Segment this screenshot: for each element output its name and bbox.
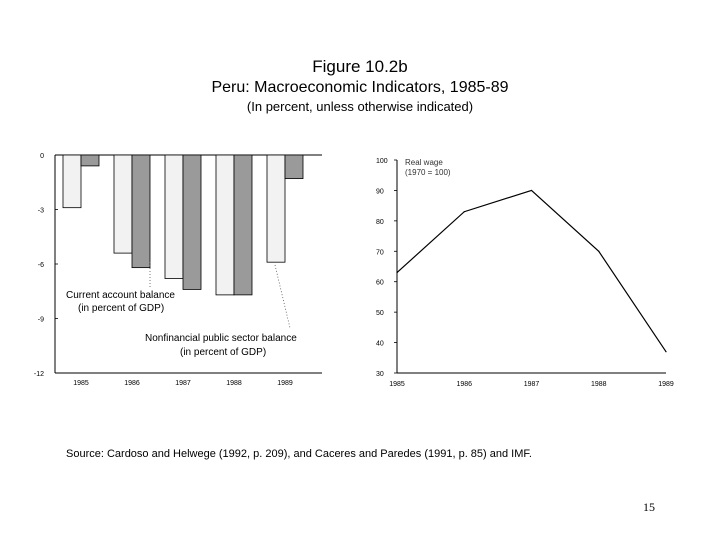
line-y-tick-label: 100 [376,158,388,165]
bar-y-tick-label: -9 [38,317,44,324]
source-note: Source: Cardoso and Helwege (1992, p. 20… [66,448,532,460]
bar-y-tick-label: -6 [38,262,44,269]
nonfinancial-bar [182,154,202,290]
bar-x-tick-label: 1988 [226,380,242,387]
bar-y-tick-label: -3 [38,208,44,215]
line-y-tick-label: 50 [376,310,384,317]
current-account-bar [62,154,82,209]
real-wage-legend-line2: (1970 = 100) [405,168,451,177]
real-wage-point [463,211,465,213]
real-wage-legend-line1: Real wage [405,158,443,167]
nonfinancial-label-line1: Nonfinancial public sector balance [145,333,297,344]
line-x-tick-label: 1987 [524,381,540,388]
bar-y-ticks: 0 -3 -6 -9 -12 [34,153,58,378]
bar-y-tick-label: 0 [40,153,44,160]
real-wage-point [598,250,600,252]
bar-x-ticks: 1985 1986 1987 1988 1989 [73,380,293,387]
bar-x-tick-label: 1985 [73,380,89,387]
line-x-tick-label: 1986 [456,381,472,388]
page-number: 15 [643,500,655,514]
current-account-bar [266,154,286,263]
line-x-tick-label: 1988 [591,381,607,388]
line-y-tick-label: 60 [376,280,384,287]
line-y-tick-label: 40 [376,341,384,348]
nonfinancial-label-line2: (in percent of GDP) [180,347,266,358]
real-wage-point [665,351,667,353]
figure-subtitle: Peru: Macroeconomic Indicators, 1985-89 [211,79,509,96]
bar-marks [62,154,304,296]
line-y-ticks: 100 90 80 70 60 50 40 30 [376,158,397,378]
nonfinancial-bar [80,154,100,167]
line-x-ticks: 1985 1986 1987 1988 1989 [389,381,674,388]
nonfinancial-bar [131,154,151,269]
nonfinancial-bar [284,154,304,180]
line-y-tick-label: 30 [376,371,384,378]
line-y-tick-label: 70 [376,249,384,256]
real-wage-point [396,271,398,274]
figure-note: (In percent, unless otherwise indicated) [246,99,474,114]
real-wage-line [396,189,667,353]
figure-title: Figure 10.2b [312,57,408,76]
current-account-label-line1: Current account balance [66,290,175,301]
line-chart-axes [396,160,666,374]
real-wage-point [530,189,533,192]
line-x-tick-label: 1989 [658,381,674,388]
bar-x-tick-label: 1989 [277,380,293,387]
current-account-label-line2: (in percent of GDP) [78,303,164,314]
line-y-tick-label: 80 [376,219,384,226]
bar-x-tick-label: 1986 [124,380,140,387]
line-x-tick-label: 1985 [389,381,405,388]
line-marks [396,189,667,353]
line-y-tick-label: 90 [376,188,384,195]
bar-x-tick-label: 1987 [175,380,191,387]
bar-y-tick-label: -12 [34,371,44,378]
nonfinancial-bar [233,154,253,296]
